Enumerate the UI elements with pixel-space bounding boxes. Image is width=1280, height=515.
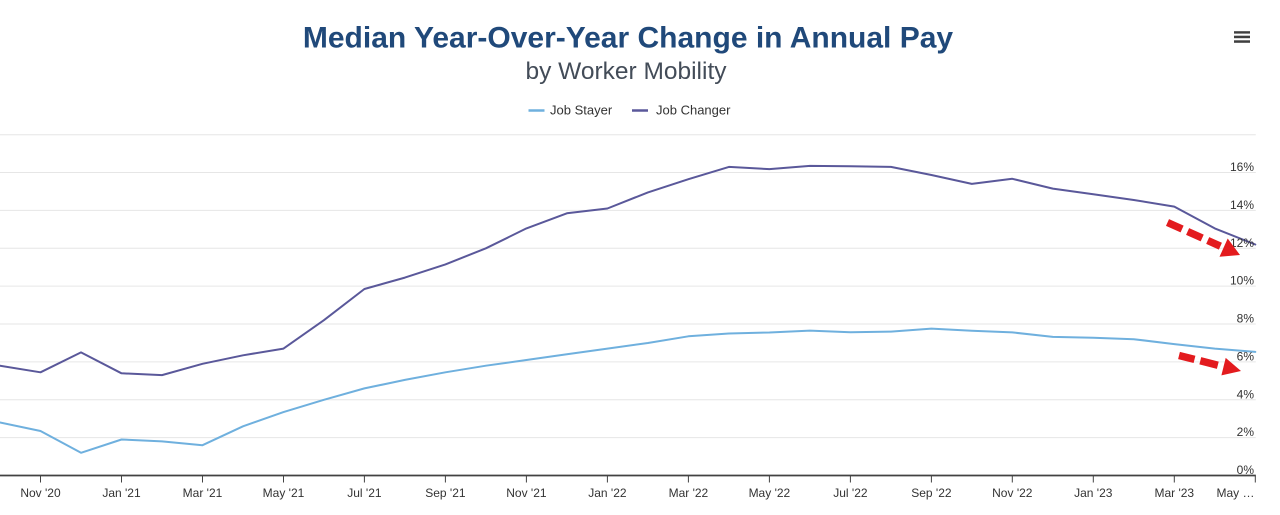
svg-text:May '22: May '22	[749, 486, 791, 500]
svg-text:by Worker Mobility: by Worker Mobility	[525, 58, 727, 85]
svg-text:May …: May …	[1216, 486, 1254, 500]
svg-text:Median Year-Over-Year Change i: Median Year-Over-Year Change in Annual P…	[303, 22, 954, 55]
svg-text:10%: 10%	[1230, 274, 1254, 288]
svg-text:Job Stayer: Job Stayer	[550, 103, 613, 118]
svg-text:Mar '22: Mar '22	[669, 486, 709, 500]
svg-text:May '21: May '21	[263, 486, 305, 500]
svg-text:14%: 14%	[1230, 198, 1254, 212]
svg-text:Mar '23: Mar '23	[1154, 486, 1194, 500]
svg-text:Sep '22: Sep '22	[911, 486, 952, 500]
svg-text:Jul '21: Jul '21	[347, 486, 382, 500]
svg-text:Nov '20: Nov '20	[20, 486, 61, 500]
svg-text:12%: 12%	[1230, 236, 1254, 250]
svg-text:Mar '21: Mar '21	[183, 486, 223, 500]
svg-text:Jan '23: Jan '23	[1074, 486, 1113, 500]
svg-text:16%: 16%	[1230, 160, 1254, 174]
svg-text:Jan '21: Jan '21	[102, 486, 141, 500]
svg-text:4%: 4%	[1237, 387, 1255, 401]
svg-text:Nov '21: Nov '21	[506, 486, 547, 500]
svg-text:Job Changer: Job Changer	[656, 103, 731, 118]
svg-text:Sep '21: Sep '21	[425, 486, 466, 500]
svg-text:2%: 2%	[1237, 425, 1255, 439]
svg-text:Jan '22: Jan '22	[588, 486, 627, 500]
svg-text:0%: 0%	[1237, 463, 1255, 477]
svg-text:8%: 8%	[1237, 312, 1255, 326]
svg-text:6%: 6%	[1237, 349, 1255, 363]
svg-text:Nov '22: Nov '22	[992, 486, 1033, 500]
svg-text:Jul '22: Jul '22	[833, 486, 868, 500]
